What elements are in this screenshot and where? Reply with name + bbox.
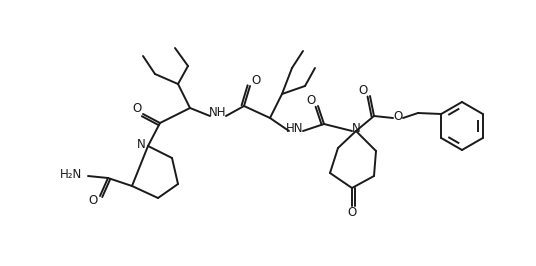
Text: N: N [137,138,145,151]
Text: O: O [88,193,98,206]
Text: O: O [251,74,260,88]
Text: O: O [359,85,368,98]
Text: O: O [307,94,316,107]
Text: O: O [132,102,142,115]
Text: O: O [393,110,403,123]
Text: O: O [347,206,356,219]
Text: N: N [352,122,360,135]
Text: H₂N: H₂N [59,168,82,181]
Text: NH: NH [209,106,227,119]
Text: HN: HN [286,122,304,135]
